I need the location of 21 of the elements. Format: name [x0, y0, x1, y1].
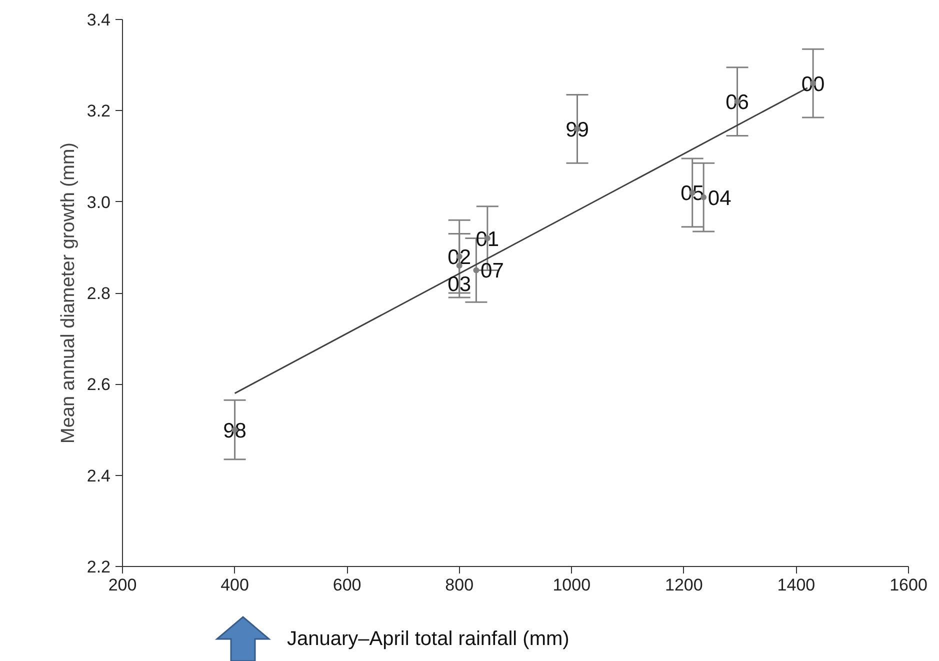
- y-tick-label: 2.8: [86, 284, 111, 303]
- x-tick-label: 200: [108, 576, 137, 594]
- annotation: 07: [480, 260, 504, 283]
- x-tick-label: 1000: [552, 576, 591, 594]
- y-tick-label: 2.2: [86, 558, 111, 576]
- x-tick-label: 1600: [890, 576, 928, 594]
- y-tick-label: 3.0: [86, 192, 111, 212]
- x-tick-label: 400: [220, 576, 249, 594]
- x-axis-title: January–April total rainfall (mm): [287, 627, 570, 652]
- x-tick-label: 1200: [665, 576, 703, 594]
- x-tick-label: 800: [445, 576, 474, 594]
- annotation: 04: [708, 186, 732, 210]
- annotation: 03: [448, 273, 472, 296]
- y-tick-label: 3.4: [86, 10, 111, 30]
- y-tick-label: 3.2: [86, 102, 111, 121]
- point: [473, 267, 480, 274]
- x-tick-label: 600: [332, 576, 362, 594]
- y-tick-label: 2.4: [86, 466, 111, 486]
- y-axis-title: Mean annual diameter growth (mm): [58, 142, 79, 444]
- x-tick-label: 1400: [777, 576, 816, 594]
- y-tick-label: 2.6: [86, 375, 111, 394]
